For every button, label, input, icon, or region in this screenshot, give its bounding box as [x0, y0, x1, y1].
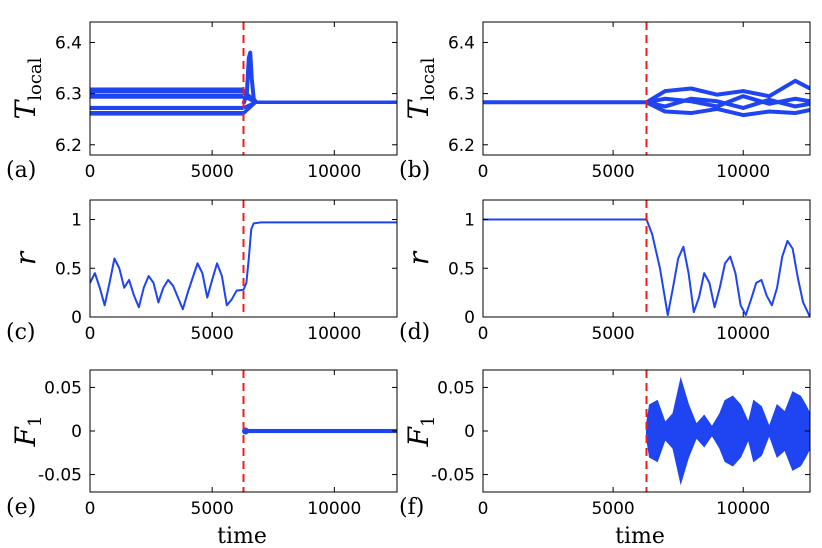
y-tick-label: -0.05	[38, 466, 82, 486]
x-axis-label-left: time	[217, 524, 267, 548]
x-tick-label: 5000	[591, 324, 634, 344]
series-4-line	[645, 100, 810, 118]
y-axis-label: Tlocal	[9, 57, 46, 119]
panel-label: (f)	[399, 495, 424, 520]
series-4-band	[90, 111, 244, 116]
x-tick-label: 0	[478, 324, 489, 344]
x-tick-label: 5000	[591, 499, 634, 519]
y-tick-label: 6.3	[55, 85, 82, 105]
y-axis-label-subscript: 1	[25, 416, 46, 427]
series-4-line	[242, 100, 397, 115]
x-axis-label-right: time	[615, 524, 665, 548]
y-tick-label: 0.05	[437, 378, 475, 398]
y-tick-label: 0	[71, 422, 82, 442]
series-1-band	[243, 428, 397, 434]
series-2-band	[90, 93, 244, 99]
y-axis-label: Tlocal	[402, 57, 439, 119]
axes-frame	[482, 21, 811, 156]
panel-a: 0 5000 10000 6.2 6.3 6.4 Tlocal (a)	[6, 21, 398, 183]
y-tick-label: -0.05	[431, 466, 475, 486]
plot-area	[90, 221, 397, 311]
y-tick-label: 0.5	[448, 259, 475, 279]
panel-label: (c)	[6, 320, 36, 345]
x-tick-label: 0	[478, 499, 489, 519]
axes-frame	[89, 21, 398, 156]
y-tick-label: 1	[71, 211, 82, 231]
x-tick-label: 10000	[716, 324, 770, 344]
x-tick-label: 10000	[716, 499, 770, 519]
y-tick-label: 0	[464, 308, 475, 328]
x-tick-label: 0	[478, 162, 489, 182]
y-axis-label: r	[9, 250, 42, 265]
x-tick-label: 0	[85, 162, 96, 182]
axes-frame	[482, 199, 811, 318]
x-tick-label: 10000	[716, 162, 770, 182]
y-tick-label: 6.3	[448, 85, 475, 105]
series-1-band	[90, 87, 244, 94]
x-tick-label: 0	[85, 499, 96, 519]
y-axis-label-subscript: local	[25, 57, 46, 100]
y-tick-label: 0	[464, 422, 475, 442]
y-axis-label-subscript: local	[418, 57, 439, 100]
axes-frame	[89, 199, 398, 318]
x-tick-label: 10000	[307, 499, 361, 519]
y-tick-label: 0.5	[55, 259, 82, 279]
y-axis-label: F1	[402, 416, 439, 448]
panel-b: 0 5000 10000 6.2 6.3 6.4 Tlocal (b)	[399, 21, 811, 183]
plot-area	[646, 376, 810, 486]
panel-label: (b)	[399, 158, 430, 183]
plot-area	[242, 427, 397, 435]
y-tick-label: 6.4	[55, 33, 82, 53]
plot-area	[90, 50, 397, 116]
panel-c: 0 5000 10000 0 0.5 1 r (c)	[6, 199, 398, 345]
series-1-envelope	[646, 376, 810, 486]
x-tick-label: 5000	[191, 162, 234, 182]
y-tick-label: 1	[464, 211, 475, 231]
x-tick-label: 0	[85, 324, 96, 344]
y-tick-label: 0	[71, 308, 82, 328]
series-5-line	[646, 96, 810, 110]
series-1-line	[483, 218, 810, 317]
panel-label: (d)	[399, 320, 430, 345]
y-tick-label: 6.4	[448, 33, 475, 53]
y-tick-label: 0.05	[44, 378, 82, 398]
series-3-band	[90, 105, 244, 110]
y-axis-label: r	[402, 250, 435, 265]
series-1-line	[242, 89, 397, 105]
series-2-line	[645, 78, 810, 105]
y-tick-label: 6.2	[448, 136, 475, 156]
series-1-line	[90, 221, 397, 311]
panel-label: (a)	[6, 158, 36, 183]
plot-area	[483, 78, 810, 118]
y-tick-label: 6.2	[55, 136, 82, 156]
plot-area	[483, 218, 810, 317]
x-tick-label: 5000	[191, 324, 234, 344]
y-axis-label: F1	[9, 416, 46, 448]
panel-d: 0 5000 10000 0 0.5 1 r (d)	[399, 199, 811, 345]
x-tick-label: 5000	[591, 162, 634, 182]
series-5-line	[241, 50, 258, 105]
x-tick-label: 10000	[307, 162, 361, 182]
y-axis-label-subscript: 1	[418, 416, 439, 427]
series-3-line	[646, 94, 810, 109]
x-tick-label: 10000	[307, 324, 361, 344]
x-tick-label: 5000	[191, 499, 234, 519]
panel-label: (e)	[6, 495, 36, 520]
